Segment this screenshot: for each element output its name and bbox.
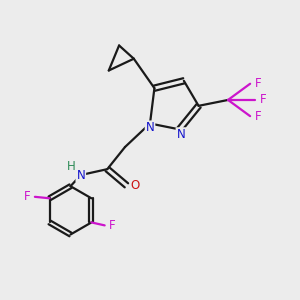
Text: O: O — [131, 179, 140, 192]
Text: H: H — [67, 160, 76, 173]
Text: F: F — [260, 93, 266, 106]
Text: F: F — [255, 77, 262, 90]
Text: N: N — [76, 169, 85, 182]
Text: F: F — [24, 190, 31, 203]
Text: F: F — [255, 110, 262, 123]
Text: N: N — [146, 122, 154, 134]
Text: N: N — [176, 128, 185, 141]
Text: F: F — [109, 219, 115, 232]
